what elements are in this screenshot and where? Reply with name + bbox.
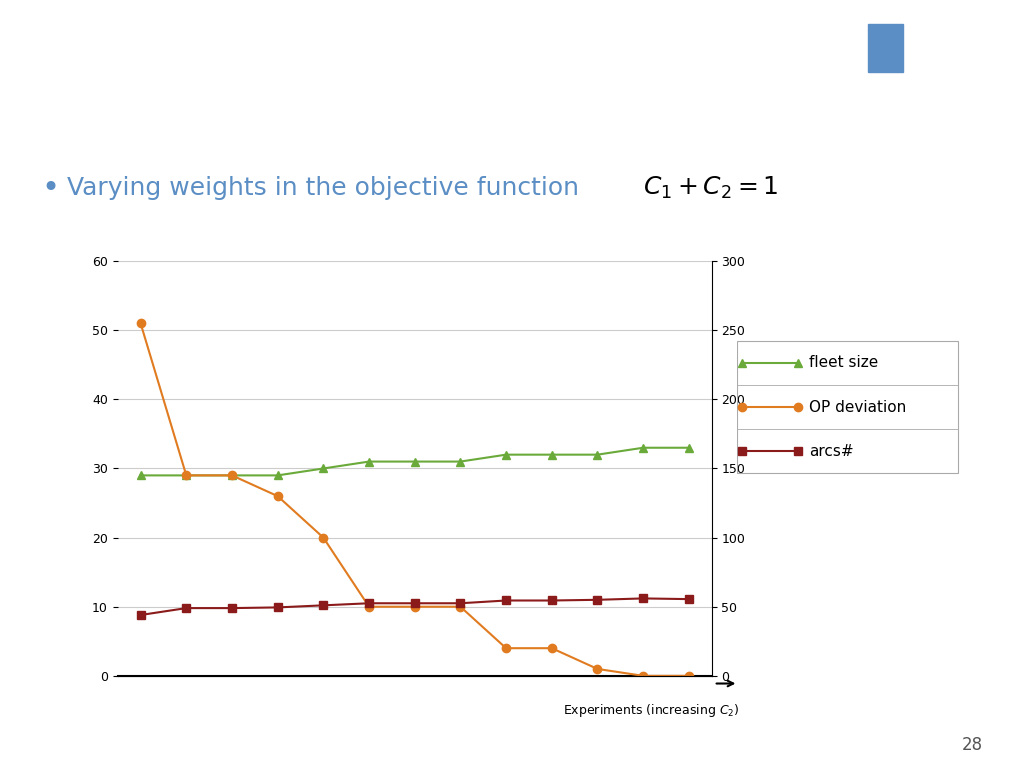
Text: Experiments (increasing $C_2$): Experiments (increasing $C_2$) (563, 702, 739, 719)
Text: $C_1 + C_2 = 1$: $C_1 + C_2 = 1$ (643, 175, 778, 201)
Text: Computational experiments:: Computational experiments: (31, 38, 546, 73)
Text: •: • (41, 174, 59, 203)
Text: arcs#: arcs# (809, 444, 854, 458)
Text: OP deviation: OP deviation (809, 399, 906, 415)
Text: Results on E1: Results on E1 (31, 90, 239, 119)
Bar (868, 24, 903, 72)
Text: Varying weights in the objective function: Varying weights in the objective functio… (67, 176, 579, 200)
Text: fleet size: fleet size (809, 356, 879, 370)
Bar (855, 14, 916, 76)
Text: UNIVERSITY OF LEEDS: UNIVERSITY OF LEEDS (824, 99, 978, 114)
Text: 28: 28 (962, 736, 983, 754)
